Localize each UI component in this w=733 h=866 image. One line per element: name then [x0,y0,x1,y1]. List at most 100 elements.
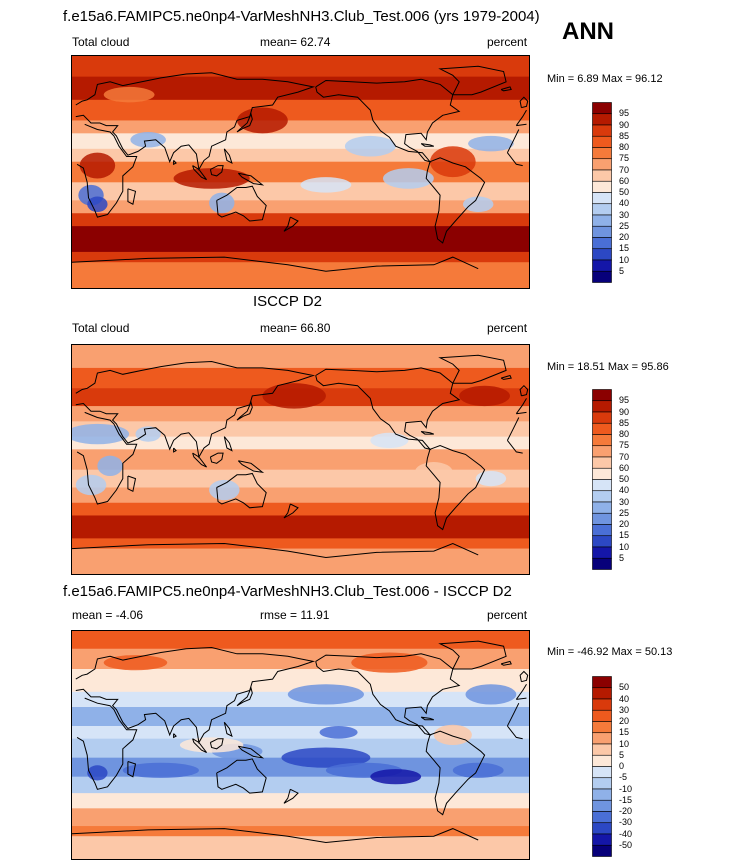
panel-3-map [71,630,530,860]
colorbar-tick-label: 75 [619,440,630,451]
cloud-feature-0 [173,168,250,189]
colorbar-tick-label: 10 [619,541,630,552]
panel-1-units-label: percent [487,35,528,49]
colorbar-tick-label: -30 [619,817,633,828]
coastline-eurasia [75,360,527,459]
colorbar-tick-label: 20 [619,519,630,529]
colorbar-tick-label: 15 [619,530,630,541]
colorbar-swatch [592,389,612,402]
coastline-north-america [315,78,461,163]
colorbar-tick-label: 70 [619,451,630,462]
colorbar-tick-label: 0 [619,761,625,771]
cloud-feature-6 [344,135,396,157]
cloud-band-10 [72,515,529,539]
coastline-japan [236,686,253,707]
cloud-feature-2 [209,479,240,501]
colorbar-swatch [592,524,612,537]
colorbar-tick-label: 25 [619,507,630,518]
panel-2-units-label: percent [487,321,528,335]
colorbar-tick-label: 20 [619,716,630,726]
colorbar-swatch [592,203,612,216]
colorbar-tick-label: -20 [619,806,633,816]
cloud-band-4 [72,707,529,727]
colorbar-swatch [592,732,612,745]
coastline-eurasia [75,646,527,744]
cloud-feature-2 [79,152,116,179]
colorbar-tick-label: 50 [619,474,630,484]
coastline-new-zealand [283,788,299,804]
coastlines [72,354,529,559]
cloud-band-1 [72,76,529,101]
cloud-feature-7 [97,455,123,477]
coastline-sri-lanka [173,160,177,166]
colorbar-swatch [592,411,612,424]
coastline-japan [236,400,253,421]
colorbar-tick-label: 85 [619,417,630,428]
colorbar-swatch [592,833,612,846]
colorbar-tick-label: 95 [619,395,630,406]
coastline-south-america [425,730,486,816]
coastline-africa [76,697,523,790]
cloud-band-7 [72,469,529,488]
colorbar-tick-label: 10 [619,738,630,749]
colorbar-swatch [592,743,612,756]
coastline-philippines [223,721,233,738]
cloud-features [87,652,517,785]
cloud-feature-1 [75,474,107,496]
panel-2-map [71,344,530,575]
colorbar-tick-label: 85 [619,130,630,141]
colorbar-swatch [592,237,612,250]
coastline-australia [216,472,267,509]
cloud-features [78,86,514,214]
panel-2-colorbar-boxes [592,389,612,570]
colorbar-tick-label: 50 [619,682,630,693]
colorbar-swatch [592,445,612,458]
coastlines [72,640,529,844]
coastline-philippines [223,148,233,165]
colorbar-tick-label: 80 [619,429,630,439]
colorbar-swatch [592,113,612,126]
colorbar-swatch [592,259,612,272]
cloud-feature-3 [452,762,504,778]
cloud-feature-9 [465,684,517,705]
coastline-britain [519,96,529,109]
colorbar-tick-label: 80 [619,142,630,152]
coastline-borneo [209,738,224,750]
coastline-madagascar [127,475,137,493]
colorbar-swatch [592,467,612,480]
coastline-africa [76,411,523,505]
coastline-south-america [425,157,486,244]
cloud-band-0 [72,56,529,78]
colorbar-swatch [592,248,612,261]
colorbar-tick-label: 15 [619,243,630,254]
colorbar-tick-label: 95 [619,108,630,119]
cloud-band-8 [72,487,529,504]
cloud-feature-7 [383,168,434,189]
colorbar-tick-label: -15 [619,794,633,805]
cloud-feature-8 [287,684,364,705]
cloud-band-7 [72,182,529,201]
colorbar-swatch [592,822,612,835]
colorbar-tick-label: 5 [619,749,625,760]
colorbar-tick-label: 5 [619,552,625,563]
cloud-band-8 [72,776,529,794]
panel-3-title: f.e15a6.FAMIPC5.ne0np4-VarMeshNH3.Club_T… [63,583,512,600]
colorbar-swatch [592,687,612,700]
coastline-madagascar [127,188,137,205]
coastline-sri-lanka [173,447,177,453]
colorbar-swatch [592,434,612,447]
coastline-iceland [500,660,512,666]
colorbar-swatch [592,676,612,689]
cloud-band-9 [72,793,529,809]
colorbar-tick-label: 10 [619,254,630,265]
panel-2-title: ISCCP D2 [253,293,322,310]
cloud-band-12 [72,836,529,859]
cloud-feature-6 [433,724,472,745]
cloud-feature-8 [468,135,514,152]
colorbar-swatch [592,754,612,767]
coastline-south-america [425,444,486,531]
colorbar-swatch [592,124,612,137]
cloud-bands [72,56,529,288]
colorbar-swatch [592,709,612,722]
panel-1-minmax: Min = 6.89 Max = 96.12 [547,73,663,85]
